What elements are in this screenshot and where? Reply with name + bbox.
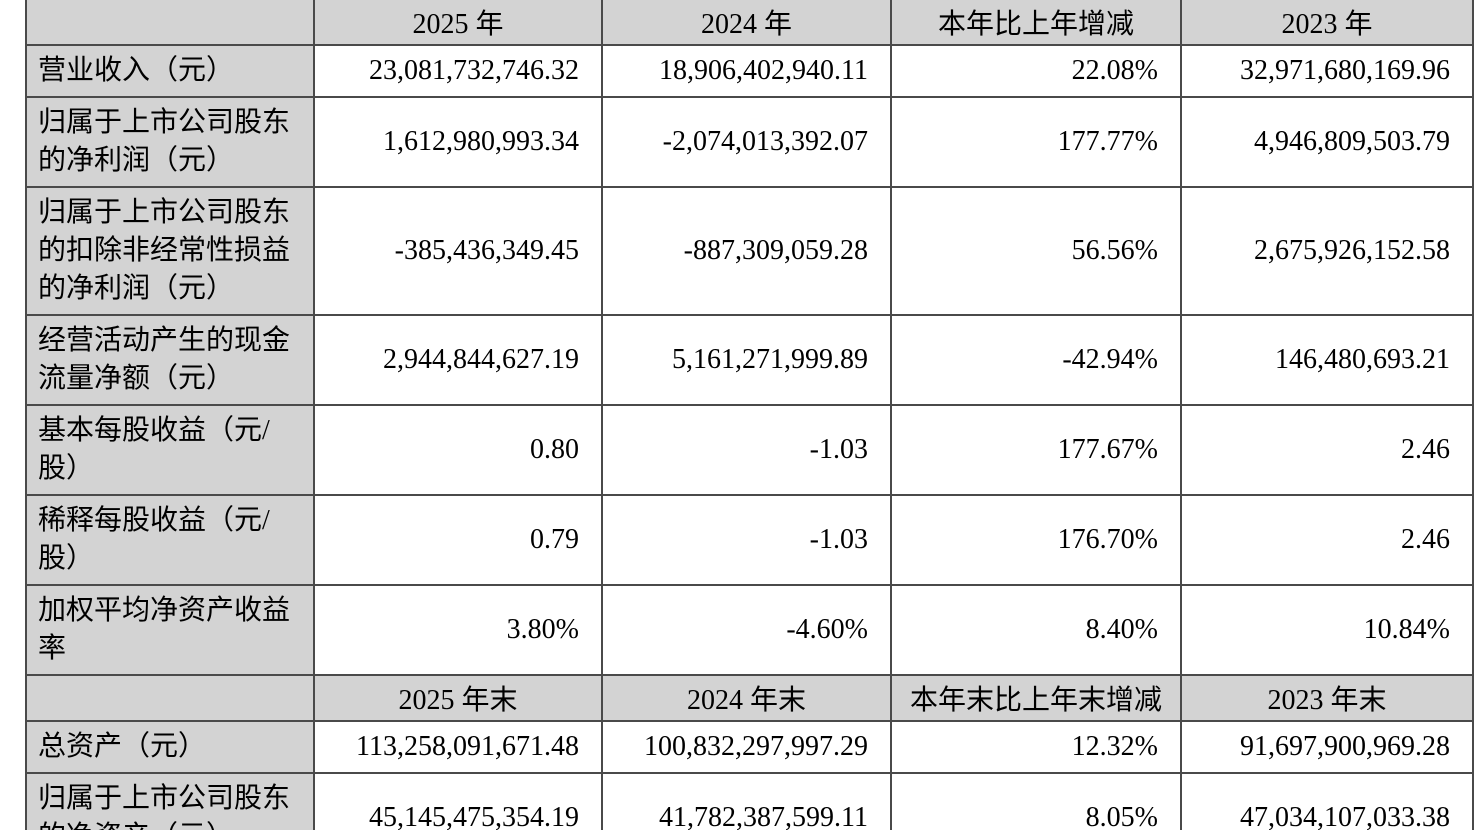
financial-summary-table: 2025 年 2024 年 本年比上年增减 2023 年 营业收入（元） 23,… [25, 0, 1474, 830]
cell-value: 113,258,091,671.48 [313, 720, 603, 774]
table-header-annual: 2025 年 2024 年 本年比上年增减 2023 年 [25, 0, 1474, 46]
cell-value: 45,145,475,354.19 [313, 772, 603, 830]
cell-value: 22.08% [890, 44, 1182, 98]
header-year-2025: 2025 年 [313, 0, 603, 46]
header-yoy-change: 本年比上年增减 [890, 0, 1182, 46]
cell-value: 18,906,402,940.11 [601, 44, 892, 98]
cell-value: 2.46 [1180, 494, 1474, 586]
header-blank-cell [25, 0, 315, 46]
header-year-end-2025: 2025 年末 [313, 674, 603, 722]
cell-value: -887,309,059.28 [601, 186, 892, 316]
row-label: 营业收入（元） [25, 44, 315, 98]
row-label: 稀释每股收益（元/ 股） [25, 494, 315, 586]
cell-value: 41,782,387,599.11 [601, 772, 892, 830]
cell-value: 47,034,107,033.38 [1180, 772, 1474, 830]
cell-value: 12.32% [890, 720, 1182, 774]
table-row-operating-cash-flow: 经营活动产生的现金 流量净额（元） 2,944,844,627.19 5,161… [25, 314, 1474, 406]
cell-value: -1.03 [601, 494, 892, 586]
cell-value: 1,612,980,993.34 [313, 96, 603, 188]
cell-value: 176.70% [890, 494, 1182, 586]
cell-value: 2,675,926,152.58 [1180, 186, 1474, 316]
header-year-2023: 2023 年 [1180, 0, 1474, 46]
cell-value: 2.46 [1180, 404, 1474, 496]
table-row-diluted-eps: 稀释每股收益（元/ 股） 0.79 -1.03 176.70% 2.46 [25, 494, 1474, 586]
cell-value: 146,480,693.21 [1180, 314, 1474, 406]
header-year-2024: 2024 年 [601, 0, 892, 46]
header-year-end-2024: 2024 年末 [601, 674, 892, 722]
cell-value: 177.77% [890, 96, 1182, 188]
table-row-net-assets-attributable: 归属于上市公司股东 的净资产（元） 45,145,475,354.19 41,7… [25, 772, 1474, 830]
cell-value: 177.67% [890, 404, 1182, 496]
table-row-net-profit-attributable: 归属于上市公司股东 的净利润（元） 1,612,980,993.34 -2,07… [25, 96, 1474, 188]
cell-value: 4,946,809,503.79 [1180, 96, 1474, 188]
row-label: 加权平均净资产收益 率 [25, 584, 315, 676]
cell-value: -2,074,013,392.07 [601, 96, 892, 188]
row-label: 归属于上市公司股东 的扣除非经常性损益 的净利润（元） [25, 186, 315, 316]
row-label: 归属于上市公司股东 的净利润（元） [25, 96, 315, 188]
table-row-total-assets: 总资产（元） 113,258,091,671.48 100,832,297,99… [25, 720, 1474, 774]
table-row-operating-revenue: 营业收入（元） 23,081,732,746.32 18,906,402,940… [25, 44, 1474, 98]
cell-value: 56.56% [890, 186, 1182, 316]
cell-value: 8.05% [890, 772, 1182, 830]
cell-value: 2,944,844,627.19 [313, 314, 603, 406]
cell-value: -4.60% [601, 584, 892, 676]
row-label: 基本每股收益（元/ 股） [25, 404, 315, 496]
cell-value: -1.03 [601, 404, 892, 496]
table-row-basic-eps: 基本每股收益（元/ 股） 0.80 -1.03 177.67% 2.46 [25, 404, 1474, 496]
cell-value: 3.80% [313, 584, 603, 676]
row-label: 经营活动产生的现金 流量净额（元） [25, 314, 315, 406]
row-label: 归属于上市公司股东 的净资产（元） [25, 772, 315, 830]
cell-value: 0.80 [313, 404, 603, 496]
header-year-end-change: 本年末比上年末增减 [890, 674, 1182, 722]
table-row-weighted-avg-roe: 加权平均净资产收益 率 3.80% -4.60% 8.40% 10.84% [25, 584, 1474, 676]
cell-value: 5,161,271,999.89 [601, 314, 892, 406]
cell-value: 8.40% [890, 584, 1182, 676]
cell-value: 91,697,900,969.28 [1180, 720, 1474, 774]
header-blank-cell [25, 674, 315, 722]
table-header-year-end: 2025 年末 2024 年末 本年末比上年末增减 2023 年末 [25, 674, 1474, 722]
cell-value: -42.94% [890, 314, 1182, 406]
cell-value: 0.79 [313, 494, 603, 586]
cell-value: 100,832,297,997.29 [601, 720, 892, 774]
cell-value: -385,436,349.45 [313, 186, 603, 316]
table-row-net-profit-excl-nonrecurring: 归属于上市公司股东 的扣除非经常性损益 的净利润（元） -385,436,349… [25, 186, 1474, 316]
row-label: 总资产（元） [25, 720, 315, 774]
cell-value: 23,081,732,746.32 [313, 44, 603, 98]
cell-value: 10.84% [1180, 584, 1474, 676]
header-year-end-2023: 2023 年末 [1180, 674, 1474, 722]
cell-value: 32,971,680,169.96 [1180, 44, 1474, 98]
